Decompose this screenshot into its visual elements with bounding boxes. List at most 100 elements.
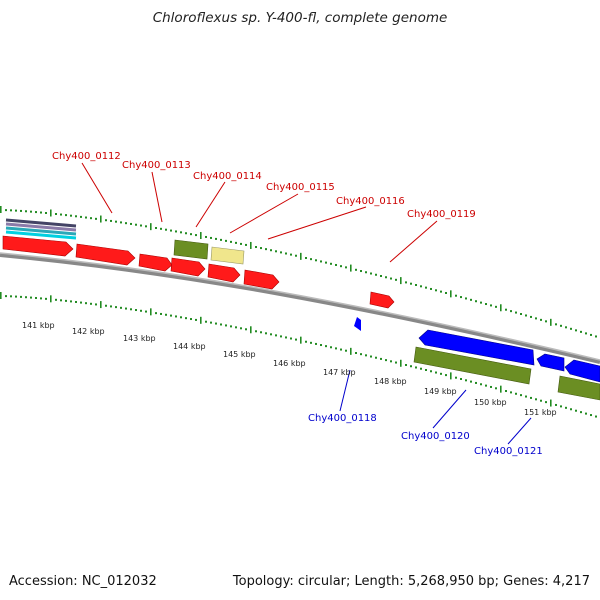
- minor-tick: [385, 359, 387, 362]
- minor-tick: [290, 253, 292, 256]
- minor-tick: [520, 313, 522, 316]
- minor-tick: [110, 219, 112, 222]
- gene-label[interactable]: Chy400_0114: [193, 171, 262, 182]
- gene-arrow[interactable]: [354, 317, 361, 331]
- gene-arrow[interactable]: [170, 257, 206, 277]
- minor-tick: [40, 211, 42, 214]
- minor-tick: [575, 329, 577, 332]
- major-tick: [0, 292, 2, 299]
- gene-arrow[interactable]: [2, 235, 74, 257]
- gene-arrow[interactable]: [536, 353, 565, 372]
- minor-tick: [275, 334, 277, 337]
- minor-tick: [355, 351, 357, 354]
- gene-arrow[interactable]: [243, 269, 280, 290]
- minor-tick: [340, 265, 342, 268]
- minor-tick: [490, 385, 492, 388]
- gene-arrow[interactable]: [207, 263, 241, 283]
- minor-tick: [195, 234, 197, 237]
- minor-tick: [70, 300, 72, 303]
- gene-arrow[interactable]: [138, 253, 173, 272]
- minor-tick: [525, 395, 527, 398]
- minor-tick: [425, 286, 427, 289]
- minor-tick: [230, 325, 232, 328]
- minor-tick: [445, 291, 447, 294]
- gene-label[interactable]: Chy400_0121: [474, 446, 543, 457]
- gene-label[interactable]: Chy400_0112: [52, 151, 121, 162]
- minor-tick: [320, 344, 322, 347]
- minor-tick: [265, 248, 267, 251]
- minor-tick: [210, 321, 212, 324]
- minor-tick: [460, 296, 462, 299]
- minor-tick: [280, 251, 282, 254]
- minor-tick: [190, 318, 192, 321]
- rna-gene-bar[interactable]: [413, 346, 532, 385]
- minor-tick: [120, 221, 122, 224]
- gene-label[interactable]: Chy400_0119: [407, 209, 476, 220]
- minor-tick: [565, 406, 567, 409]
- major-tick: [200, 232, 202, 240]
- minor-tick: [510, 391, 512, 394]
- minor-tick: [335, 263, 337, 266]
- minor-tick: [70, 214, 72, 217]
- minor-tick: [495, 387, 497, 390]
- minor-tick: [590, 414, 592, 417]
- minor-tick: [515, 311, 517, 314]
- minor-tick: [325, 261, 327, 264]
- minor-tick: [560, 324, 562, 327]
- gene-label[interactable]: Chy400_0120: [401, 431, 470, 442]
- minor-tick: [595, 335, 597, 338]
- reverse-gene-labels: Chy400_0118 Chy400_0120 Chy400_0121: [308, 369, 543, 457]
- minor-tick: [365, 354, 367, 357]
- major-tick: [450, 372, 452, 380]
- minor-tick: [160, 312, 162, 315]
- minor-tick: [15, 209, 17, 212]
- minor-tick: [65, 214, 67, 217]
- gene-arrow[interactable]: [418, 329, 535, 366]
- minor-tick: [560, 405, 562, 408]
- minor-tick: [30, 210, 32, 213]
- scale-label: 145 kbp: [223, 350, 256, 359]
- minor-tick: [480, 301, 482, 304]
- minor-tick: [570, 408, 572, 411]
- minor-tick: [220, 238, 222, 241]
- genome-title: Chloroflexus sp. Y-400-fl, complete geno…: [152, 10, 448, 26]
- major-tick: [550, 318, 552, 326]
- minor-tick: [440, 372, 442, 375]
- gene-label[interactable]: Chy400_0113: [122, 160, 191, 171]
- inner-tick-row: [0, 292, 597, 418]
- scale-label: 142 kbp: [72, 327, 105, 336]
- rna-gene-bar[interactable]: [173, 239, 209, 260]
- minor-tick: [315, 342, 317, 345]
- minor-tick: [65, 299, 67, 302]
- major-tick: [50, 209, 52, 217]
- minor-tick: [95, 303, 97, 306]
- minor-tick: [45, 297, 47, 300]
- major-tick: [550, 399, 552, 407]
- minor-tick: [365, 271, 367, 274]
- gene-label[interactable]: Chy400_0118: [308, 413, 377, 424]
- major-tick: [300, 336, 302, 344]
- gene-arrow[interactable]: [369, 291, 395, 309]
- minor-tick: [165, 313, 167, 316]
- major-tick: [250, 326, 252, 334]
- minor-tick: [295, 338, 297, 341]
- rna-gene-bar[interactable]: [557, 375, 600, 401]
- minor-tick: [405, 281, 407, 284]
- gene-label[interactable]: Chy400_0115: [266, 182, 335, 193]
- minor-tick: [140, 309, 142, 312]
- gene-label[interactable]: Chy400_0116: [336, 196, 405, 207]
- pseudo-gene-bar[interactable]: [210, 246, 245, 265]
- major-tick: [50, 295, 52, 303]
- minor-tick: [110, 305, 112, 308]
- minor-tick: [115, 220, 117, 223]
- minor-tick: [205, 235, 207, 238]
- minor-tick: [85, 302, 87, 305]
- minor-tick: [5, 209, 7, 212]
- scale-label: 151 kbp: [524, 408, 557, 417]
- minor-tick: [55, 213, 57, 216]
- gene-arrow[interactable]: [564, 359, 600, 383]
- minor-tick: [470, 380, 472, 383]
- minor-tick: [355, 268, 357, 271]
- gene-arrow[interactable]: [75, 243, 136, 266]
